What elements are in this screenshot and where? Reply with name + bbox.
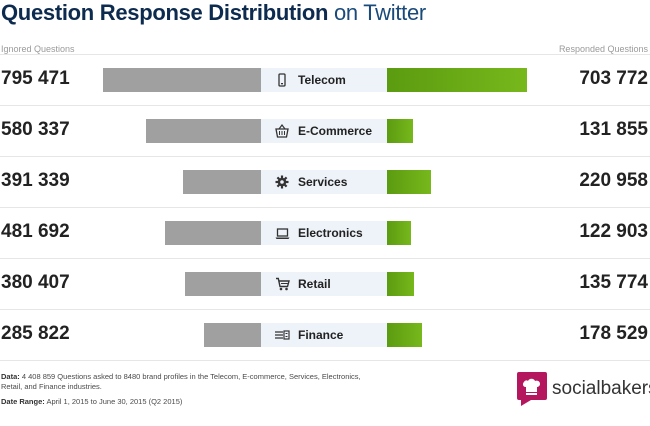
responded-value-label: 703 772 xyxy=(579,68,648,89)
ignored-header: Ignored Questions xyxy=(1,44,75,54)
category-label: Finance xyxy=(261,323,387,347)
category-label: Telecom xyxy=(261,68,387,92)
ignored-value-label: 391 339 xyxy=(1,170,70,191)
responded-bar xyxy=(387,272,414,296)
category-label: Electronics xyxy=(261,221,387,245)
ignored-bar xyxy=(183,170,261,194)
phone-icon xyxy=(274,72,290,88)
cart-icon xyxy=(274,276,290,292)
chart-title-light: on Twitter xyxy=(333,0,426,25)
ignored-value-label: 285 822 xyxy=(1,323,70,344)
ignored-value-label: 481 692 xyxy=(1,221,70,242)
ignored-value-label: 795 471 xyxy=(1,68,70,89)
footnote-data-label: Data: xyxy=(1,372,20,381)
responded-bar xyxy=(387,323,422,347)
chart-row: 285 822 Finance 178 529 xyxy=(0,310,650,361)
chart-title: Question Response Distribution on Twitte… xyxy=(1,0,426,26)
responded-value-label: 178 529 xyxy=(579,323,648,344)
ignored-bar xyxy=(165,221,261,245)
category-label: E-Commerce xyxy=(261,119,387,143)
responded-header: Responded Questions xyxy=(558,44,648,54)
category-label: Retail xyxy=(261,272,387,296)
laptop-icon xyxy=(274,225,290,241)
category-name: Telecom xyxy=(298,73,346,87)
chart-row: 580 337 E-Commerce 131 855 xyxy=(0,106,650,157)
chart-title-bold: Question Response Distribution xyxy=(1,0,329,25)
category-name: Retail xyxy=(298,277,331,291)
money-icon xyxy=(274,327,290,343)
socialbakers-logo: socialbakers xyxy=(517,372,650,406)
footnote-data: Data: 4 408 859 Questions asked to 8480 … xyxy=(1,372,361,392)
responded-bar xyxy=(387,221,411,245)
ignored-value-label: 380 407 xyxy=(1,272,70,293)
ignored-bar xyxy=(103,68,261,92)
responded-value-label: 122 903 xyxy=(579,221,648,242)
category-name: Finance xyxy=(298,328,344,342)
footnote-range-text: April 1, 2015 to June 30, 2015 (Q2 2015) xyxy=(46,397,183,406)
footnote-range-label: Date Range: xyxy=(1,397,45,406)
responded-value-label: 131 855 xyxy=(579,119,648,140)
responded-bar xyxy=(387,119,413,143)
category-name: Services xyxy=(298,175,348,189)
chart-rows: 795 471 Telecom 703 772 580 337 E-Commerce 13… xyxy=(0,54,650,361)
category-name: Electronics xyxy=(298,226,363,240)
responded-value-label: 135 774 xyxy=(579,272,648,293)
ignored-bar xyxy=(146,119,261,143)
logo-text: socialbakers xyxy=(552,378,650,399)
ignored-bar xyxy=(185,272,261,296)
gear-icon xyxy=(274,174,290,190)
chart-row: 380 407 Retail 135 774 xyxy=(0,259,650,310)
chart-row: 481 692 Electronics 122 903 xyxy=(0,208,650,259)
footnote-data-text: 4 408 859 Questions asked to 8480 brand … xyxy=(1,372,361,391)
ignored-value-label: 580 337 xyxy=(1,119,70,140)
responded-bar xyxy=(387,68,527,92)
category-label: Services xyxy=(261,170,387,194)
chart-row: 391 339 Services 220 958 xyxy=(0,157,650,208)
responded-bar xyxy=(387,170,431,194)
footnote-range: Date Range: April 1, 2015 to June 30, 20… xyxy=(1,397,361,407)
responded-value-label: 220 958 xyxy=(579,170,648,191)
category-name: E-Commerce xyxy=(298,124,373,138)
chart-row: 795 471 Telecom 703 772 xyxy=(0,54,650,106)
basket-icon xyxy=(274,123,290,139)
ignored-bar xyxy=(204,323,261,347)
chef-hat-icon xyxy=(517,372,547,406)
